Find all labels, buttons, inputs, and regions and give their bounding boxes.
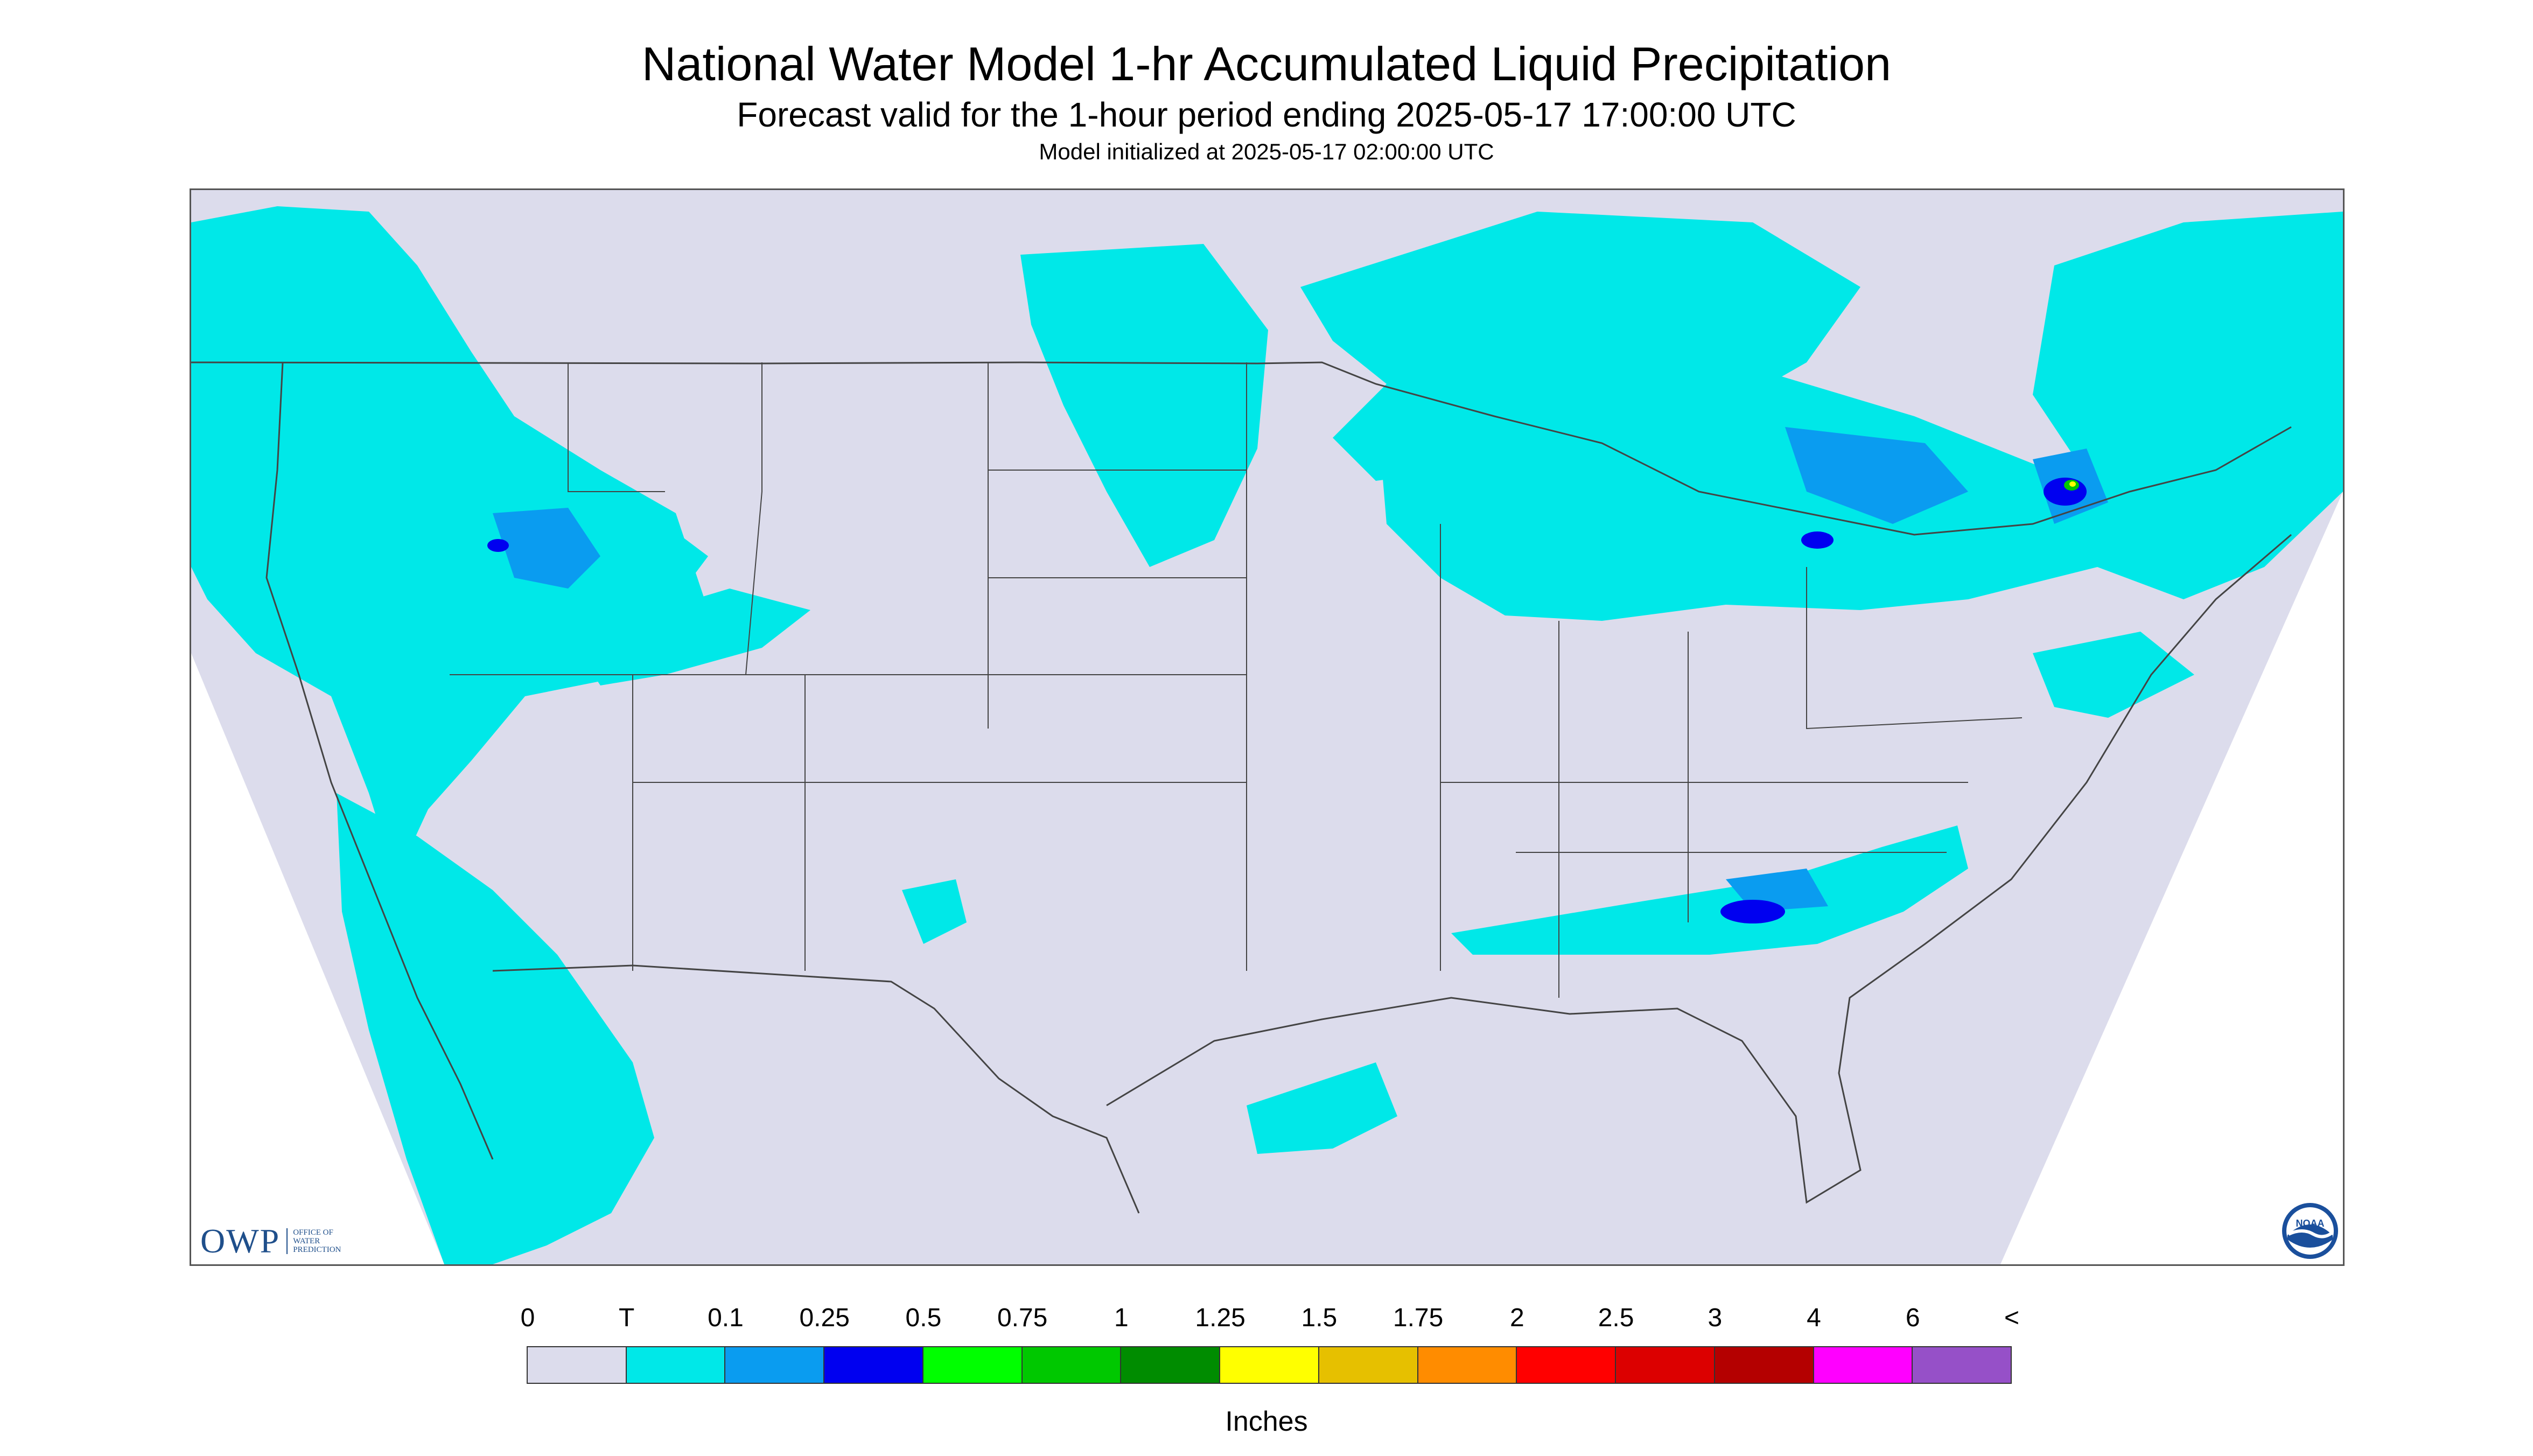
- owp-logo-line: OFFICE OF: [293, 1228, 333, 1237]
- legend-tick-label: T: [619, 1304, 635, 1332]
- legend-tick-label: 4: [1807, 1304, 1821, 1332]
- precip-idaho-core: [493, 508, 600, 589]
- legend-tick-label: 0.25: [799, 1304, 850, 1332]
- precip-southeast-band: [1451, 825, 1968, 955]
- precip-north-dakota: [1020, 244, 1268, 567]
- map-canvas: [191, 190, 2343, 1264]
- legend-tick-label: 3: [1708, 1304, 1723, 1332]
- precip-ontario-max: [2044, 478, 2087, 506]
- precip-mid-atlantic: [2033, 632, 2194, 718]
- precipitation-map: [190, 188, 2345, 1266]
- legend-tick-label: 1.75: [1393, 1304, 1444, 1332]
- us-mexico-border: [492, 964, 1140, 1214]
- state-line-1: [568, 362, 665, 492]
- legend-tick-label: 0.75: [997, 1304, 1048, 1332]
- owp-logo-text: OFFICE OF WATER PREDICTION: [286, 1228, 341, 1254]
- precip-wyoming-band: [568, 589, 810, 685]
- precip-yellow-spot: [2069, 481, 2076, 487]
- legend-swatch: [1813, 1346, 1913, 1384]
- gulf-and-east-coast: [1106, 534, 2292, 1204]
- boundary-lines: [191, 361, 2292, 1214]
- legend-swatch: [1516, 1346, 1617, 1384]
- us-canada-border: [191, 361, 2292, 536]
- legend-tick-label: 0: [520, 1304, 535, 1332]
- noaa-logo: NOAA: [2282, 1203, 2338, 1259]
- legend-colorbar: [527, 1346, 2012, 1384]
- precip-huron-core: [1785, 427, 1968, 524]
- legend-swatch: [1021, 1346, 1122, 1384]
- legend-swatch: [1219, 1346, 1319, 1384]
- legend-swatch: [922, 1346, 1023, 1384]
- precip-great-lakes: [1376, 368, 2184, 621]
- owp-logo-mark: OWP: [200, 1222, 281, 1260]
- precip-georgia-max: [1720, 900, 1785, 923]
- legend-tick-label: <: [2004, 1304, 2020, 1332]
- noaa-logo-text: NOAA: [2296, 1218, 2325, 1229]
- legend-tick-label: 1.25: [1195, 1304, 1245, 1332]
- precip-high-areas: [2064, 480, 2079, 491]
- model-init-line: Model initialized at 2025-05-17 02:00:00…: [1039, 139, 1494, 164]
- legend-swatch: [823, 1346, 923, 1384]
- state-line-17: [1806, 567, 2023, 730]
- precip-texas-gulf: [1247, 1062, 1397, 1154]
- precip-025-areas: [487, 478, 2087, 923]
- legend-tick-label: 1.5: [1301, 1304, 1338, 1332]
- precip-california-coast: [337, 793, 654, 1264]
- legend-swatch: [1713, 1346, 1814, 1384]
- legend-units: Inches: [1225, 1406, 1308, 1437]
- precip-trace-areas: [191, 206, 2343, 1264]
- legend-swatch: [1318, 1346, 1418, 1384]
- legend-tick-label: 2: [1509, 1304, 1524, 1332]
- legend-tick-label: 1: [1114, 1304, 1129, 1332]
- legend-swatch: [1615, 1346, 1715, 1384]
- owp-logo: OWP OFFICE OF WATER PREDICTION: [200, 1222, 341, 1260]
- precip-new-england: [2033, 212, 2343, 599]
- legend-swatch: [724, 1346, 825, 1384]
- legend-tick-label: 6: [1905, 1304, 1920, 1332]
- legend-tick-label: 2.5: [1598, 1304, 1634, 1332]
- precip-new-mexico: [902, 879, 967, 944]
- legend-tick-label: 0.1: [708, 1304, 744, 1332]
- legend-tick-label: 0.5: [905, 1304, 942, 1332]
- map-title: National Water Model 1-hr Accumulated Li…: [641, 37, 1892, 90]
- precip-huron-max: [1801, 531, 1834, 549]
- owp-logo-line: WATER: [293, 1237, 320, 1245]
- legend-swatch: [527, 1346, 627, 1384]
- legend-swatch: [1120, 1346, 1221, 1384]
- legend-swatch: [625, 1346, 726, 1384]
- precip-idaho-max: [487, 539, 509, 552]
- state-line-2: [745, 362, 762, 675]
- state-lines: [450, 362, 2023, 998]
- map-subtitle: Forecast valid for the 1-hour period end…: [737, 95, 1796, 134]
- legend-swatch: [1417, 1346, 1517, 1384]
- legend-swatch: [1912, 1346, 2012, 1384]
- west-coast: [265, 362, 494, 1160]
- owp-logo-line: PREDICTION: [293, 1245, 341, 1254]
